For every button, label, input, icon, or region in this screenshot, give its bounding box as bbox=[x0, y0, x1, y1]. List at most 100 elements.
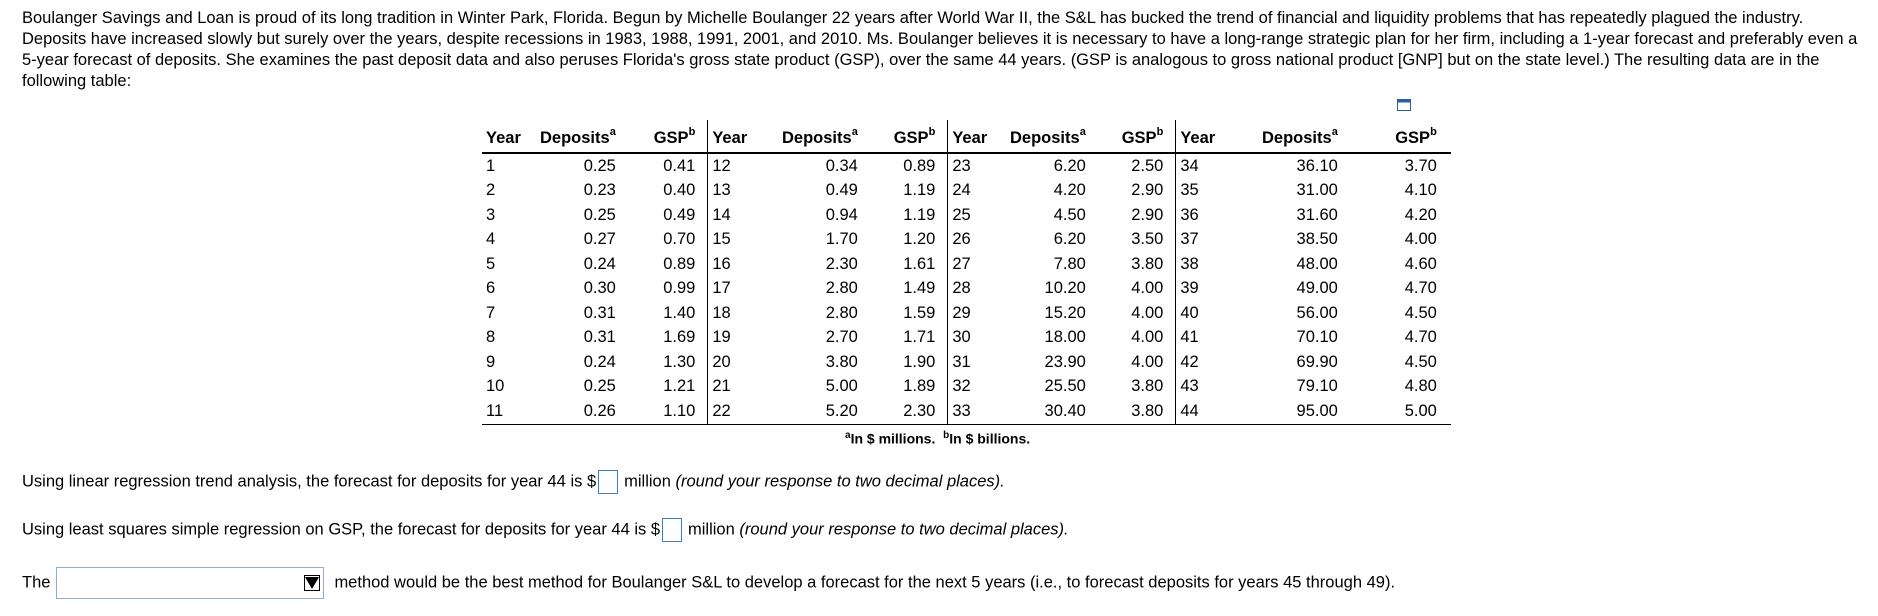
problem-intro: Boulanger Savings and Loan is proud of i… bbox=[22, 9, 1858, 90]
year-cell: 35 bbox=[1175, 178, 1226, 203]
year-cell: 40 bbox=[1175, 301, 1226, 326]
deposits-cell: 2.70 bbox=[825, 328, 858, 347]
year-cell: 44 bbox=[1175, 399, 1226, 425]
gsp-cell: 3.50 bbox=[1131, 230, 1164, 249]
gsp-cell: 4.50 bbox=[1404, 352, 1437, 371]
deposits-cell: 4.20 bbox=[1053, 181, 1086, 200]
deposits-cell: 5.20 bbox=[757, 399, 878, 425]
gsp-cell: 1.49 bbox=[903, 279, 936, 298]
deposits-cell: 0.25 bbox=[583, 205, 616, 224]
year-cell: 19 bbox=[707, 325, 758, 350]
year-cell: 26 bbox=[947, 227, 998, 252]
year-cell: 9 bbox=[486, 352, 496, 371]
year-cell: 32 bbox=[947, 374, 998, 399]
gsp-cell: 4.10 bbox=[1404, 181, 1437, 200]
header-deposits: Depositsa bbox=[757, 120, 878, 154]
gsp-cell: 1.19 bbox=[903, 181, 936, 200]
dropdown-arrow-frame bbox=[304, 575, 321, 591]
year-cell: 14 bbox=[707, 203, 758, 228]
year-cell: 4 bbox=[486, 230, 496, 249]
table-row: 8 0.31 1.69 19 2.70 1.71 30 18.00 4.00 41 70.10 4.7… bbox=[482, 325, 1451, 350]
deposits-cell: 0.25 bbox=[583, 156, 616, 175]
gsp-cell: 2.90 bbox=[1131, 205, 1164, 224]
gsp-cell: 3.70 bbox=[1404, 156, 1437, 175]
header-gsp: GSPb bbox=[877, 120, 948, 154]
header-deposits: Depositsa bbox=[997, 120, 1106, 154]
deposits-cell: 15.20 bbox=[1044, 303, 1086, 322]
gsp-cell: 4.60 bbox=[1404, 254, 1437, 273]
deposits-cell: 6.20 bbox=[1053, 156, 1086, 175]
deposits-cell: 56.00 bbox=[1296, 303, 1338, 322]
deposits-cell: 0.34 bbox=[825, 156, 858, 175]
year-cell: 2 bbox=[486, 181, 496, 200]
gsp-cell: 1.30 bbox=[663, 352, 696, 371]
table-row: 4 0.27 0.70 15 1.70 1.20 26 6.20 3.50 37 38.50 4.00 bbox=[482, 227, 1451, 252]
deposits-cell: 6.20 bbox=[1053, 230, 1086, 249]
gsp-cell: 0.99 bbox=[663, 279, 696, 298]
gsp-cell: 4.00 bbox=[1131, 352, 1164, 371]
gsp-cell: 4.20 bbox=[1404, 205, 1437, 224]
chevron-down-icon bbox=[305, 577, 320, 589]
table-header-row: Year Depositsa GSPb Year Depositsa GSPb … bbox=[482, 120, 1451, 154]
deposits-cell: 79.10 bbox=[1296, 377, 1338, 396]
year-cell: 23 bbox=[947, 153, 998, 179]
deposits-cell: 0.94 bbox=[825, 205, 858, 224]
deposits-cell: 31.00 bbox=[1296, 181, 1338, 200]
deposits-cell: 0.31 bbox=[583, 328, 616, 347]
table-row: 1 0.25 0.41 12 0.34 0.89 23 6.20 2.50 34 36.10 3.70 bbox=[482, 153, 1451, 179]
year-cell: 31 bbox=[947, 350, 998, 375]
deposits-cell: 70.10 bbox=[1296, 328, 1338, 347]
year-cell: 18 bbox=[707, 301, 758, 326]
year-cell: 41 bbox=[1175, 325, 1226, 350]
table-row: 3 0.25 0.49 14 0.94 1.19 25 4.50 2.90 36 31.60 4.20 bbox=[482, 203, 1451, 228]
gsp-cell: 0.89 bbox=[903, 156, 936, 175]
deposits-cell: 48.00 bbox=[1296, 254, 1338, 273]
gsp-cell: 4.00 bbox=[1131, 279, 1164, 298]
deposits-cell: 1.70 bbox=[825, 230, 858, 249]
gsp-cell: 4.00 bbox=[1131, 303, 1164, 322]
gsp-cell: 1.20 bbox=[903, 230, 936, 249]
gsp-cell: 0.41 bbox=[663, 156, 696, 175]
deposits-cell: 23.90 bbox=[1044, 352, 1086, 371]
table-row: 10 0.25 1.21 21 5.00 1.89 32 25.50 3.80 43 79.10 4.… bbox=[482, 374, 1451, 399]
best-method-dropdown[interactable] bbox=[56, 567, 325, 599]
deposits-cell: 3.80 bbox=[825, 352, 858, 371]
deposits-cell: 18.00 bbox=[1044, 328, 1086, 347]
year-cell: 1 bbox=[486, 156, 496, 175]
year-cell: 11 bbox=[482, 399, 540, 425]
header-year: Year bbox=[1175, 120, 1226, 154]
header-deposits: Depositsa bbox=[540, 120, 636, 154]
gsp-cell: 1.89 bbox=[903, 377, 936, 396]
table-footnote: aIn $ millions. bIn $ billions. bbox=[845, 430, 1031, 447]
deposit-gsp-forecast-input[interactable] bbox=[662, 518, 683, 542]
year-cell: 24 bbox=[947, 178, 998, 203]
year-cell: 21 bbox=[707, 374, 758, 399]
gsp-cell: 1.40 bbox=[663, 303, 696, 322]
year-cell: 3 bbox=[486, 205, 496, 224]
year-cell: 16 bbox=[707, 252, 758, 277]
gsp-cell: 0.40 bbox=[663, 181, 696, 200]
year-cell: 7 bbox=[486, 303, 496, 322]
year-cell: 25 bbox=[947, 203, 998, 228]
table-row: 6 0.30 0.99 17 2.80 1.49 28 10.20 4.00 39 49.00 4.7… bbox=[482, 276, 1451, 301]
deposits-cell: 38.50 bbox=[1296, 230, 1338, 249]
header-deposits: Depositsa bbox=[1225, 120, 1358, 154]
deposits-gsp-table: Year Depositsa GSPb Year Depositsa GSPb … bbox=[482, 120, 1451, 425]
deposits-cell: 10.20 bbox=[1044, 279, 1086, 298]
deposit-trend-forecast-input[interactable] bbox=[598, 470, 619, 494]
deposits-cell: 2.30 bbox=[825, 254, 858, 273]
gsp-cell: 4.50 bbox=[1404, 303, 1437, 322]
year-cell: 28 bbox=[947, 276, 998, 301]
header-year: Year bbox=[482, 120, 540, 154]
header-gsp: GSPb bbox=[1357, 120, 1451, 154]
copy-table-icon[interactable] bbox=[1397, 99, 1411, 111]
year-cell: 17 bbox=[707, 276, 758, 301]
header-gsp: GSPb bbox=[635, 120, 708, 154]
year-cell: 10 bbox=[486, 377, 505, 396]
gsp-cell: 1.21 bbox=[663, 377, 696, 396]
year-cell: 38 bbox=[1175, 252, 1226, 277]
deposits-cell: 25.50 bbox=[1044, 377, 1086, 396]
deposits-cell: 31.60 bbox=[1296, 205, 1338, 224]
question-1: Using linear regression trend analysis, … bbox=[22, 470, 1005, 494]
gsp-cell: 0.89 bbox=[663, 254, 696, 273]
